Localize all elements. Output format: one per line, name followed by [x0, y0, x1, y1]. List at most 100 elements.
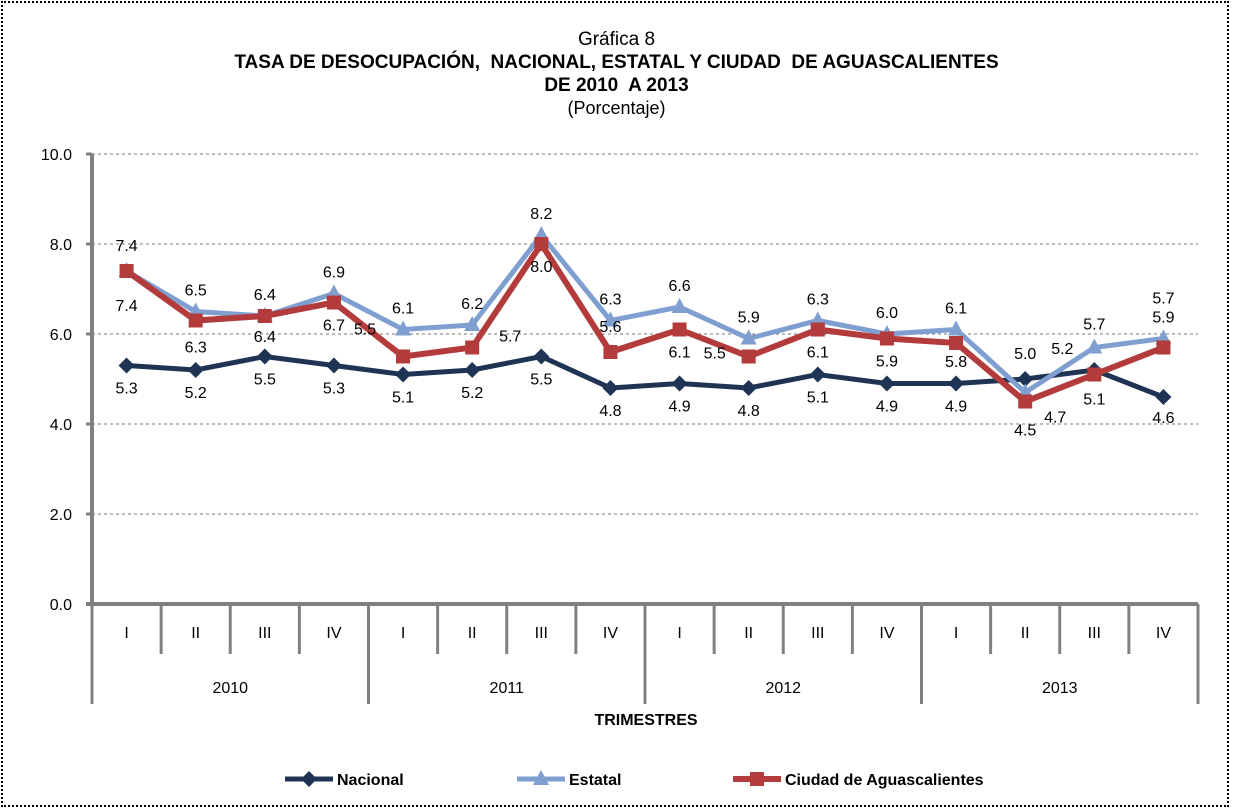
data-label: 6.6: [668, 278, 690, 295]
data-point: [1155, 389, 1172, 405]
data-label: 5.7: [499, 329, 521, 346]
data-label: 4.8: [599, 403, 621, 420]
data-label: 8.0: [530, 259, 552, 276]
data-label: 5.1: [807, 390, 829, 407]
data-label: 5.9: [876, 354, 898, 371]
x-category-label: IV: [1156, 625, 1171, 642]
series-line: [125, 230, 1164, 396]
x-group-label: 2012: [765, 680, 801, 697]
data-point: [257, 309, 272, 323]
legend: Nacional Estatal Ciudad de Aguascalientes: [285, 770, 984, 789]
data-point: [1017, 371, 1034, 387]
data-point: [534, 237, 549, 251]
data-label: 5.3: [323, 381, 345, 398]
legend-marker: [750, 772, 764, 786]
data-label: 5.5: [254, 372, 276, 389]
chart-subtitle: DE 2010 A 2013: [544, 75, 689, 96]
chart-units: (Porcentaje): [567, 98, 666, 118]
data-label: 7.4: [115, 238, 137, 255]
data-point: [464, 316, 481, 331]
data-point: [326, 295, 341, 310]
data-point: [810, 322, 825, 337]
title-block: Gráfica 8 TASA DE DESOCUPACIÓN, NACIONAL…: [0, 28, 1233, 120]
data-point: [671, 298, 688, 313]
data-label: 6.4: [254, 287, 276, 304]
gridlines: [92, 153, 1198, 515]
data-label: 5.3: [115, 381, 137, 398]
y-tick-label: 10.0: [41, 147, 72, 164]
legend-entry-ciudad-de-aguascalientes: Ciudad de Aguascalientes: [733, 772, 984, 789]
x-category-label: III: [1088, 625, 1101, 642]
data-point: [256, 348, 273, 365]
y-tick-labels: 0.0 2.0 4.0 6.0 8.0 10.0: [41, 147, 72, 614]
data-label: 4.9: [668, 399, 690, 416]
legend-label: Estatal: [569, 772, 621, 789]
y-tick-label: 2.0: [50, 507, 72, 524]
data-label: 5.7: [1083, 317, 1105, 334]
data-label: 5.1: [1083, 392, 1105, 409]
data-point: [672, 322, 687, 337]
data-label: 5.5: [704, 346, 726, 363]
y-tick-label: 8.0: [50, 237, 72, 254]
data-point: [1018, 394, 1033, 409]
x-category-label: I: [401, 625, 405, 642]
x-category-label: III: [258, 625, 271, 642]
data-label: 4.7: [1044, 410, 1066, 427]
data-point: [878, 375, 895, 392]
data-point: [464, 362, 481, 378]
series-ciudad-de-aguascalientes: [119, 237, 1171, 409]
data-point: [465, 340, 480, 355]
data-point: [1086, 338, 1103, 354]
data-label: 5.9: [1152, 310, 1174, 327]
data-label: 6.3: [807, 292, 829, 309]
data-label: 4.8: [738, 403, 760, 420]
data-label: 6.7: [323, 318, 345, 335]
x-category-label: I: [677, 625, 681, 642]
data-label: 6.1: [807, 345, 829, 362]
data-label: 6.1: [392, 301, 414, 318]
data-point: [879, 331, 894, 346]
chart-title: TASA DE DESOCUPACIÓN, NACIONAL, ESTATAL …: [234, 52, 999, 73]
y-tick-label: 4.0: [50, 417, 72, 434]
y-tick-label: 0.0: [50, 597, 72, 614]
data-point: [396, 349, 411, 364]
x-category-label: IV: [879, 625, 894, 642]
data-label: 6.1: [945, 301, 967, 318]
legend-label: Ciudad de Aguascalientes: [785, 772, 984, 789]
x-category-label: II: [1021, 625, 1030, 642]
data-point: [118, 357, 135, 374]
data-point: [188, 313, 203, 328]
data-point: [809, 366, 826, 383]
data-label: 5.2: [1051, 341, 1073, 358]
data-label: 5.5: [530, 372, 552, 389]
axes: [86, 152, 1200, 704]
data-label: 5.6: [599, 319, 621, 336]
data-label: 4.9: [876, 399, 898, 416]
data-point: [187, 362, 204, 378]
data-label: 7.4: [115, 298, 137, 315]
data-label: 6.5: [185, 283, 207, 300]
data-label: 5.5: [354, 322, 376, 339]
data-label: 5.2: [185, 385, 207, 402]
y-tick-label: 6.0: [50, 327, 72, 344]
data-label: 6.1: [668, 345, 690, 362]
data-point: [740, 380, 757, 396]
series-line: [126, 353, 1165, 400]
series-line: [124, 238, 1165, 405]
data-labels: 5.3 5.2 5.5 5.3 5.1 5.2 5.5 4.8 4.9 4.8 5.1 4.9 4.9 5…: [115, 206, 1174, 440]
x-category-label: IV: [603, 625, 618, 642]
series-lines: [118, 226, 1172, 409]
data-point: [948, 375, 965, 392]
data-label: 5.1: [392, 390, 414, 407]
x-axis-title: TRIMESTRES: [594, 712, 697, 729]
data-point: [603, 345, 618, 359]
x-category-label: I: [954, 625, 958, 642]
legend-marker: [301, 771, 317, 787]
x-category-label: I: [124, 625, 128, 642]
data-point: [325, 357, 342, 374]
data-label: 5.0: [1014, 346, 1036, 363]
legend-entry-estatal: Estatal: [517, 770, 621, 789]
